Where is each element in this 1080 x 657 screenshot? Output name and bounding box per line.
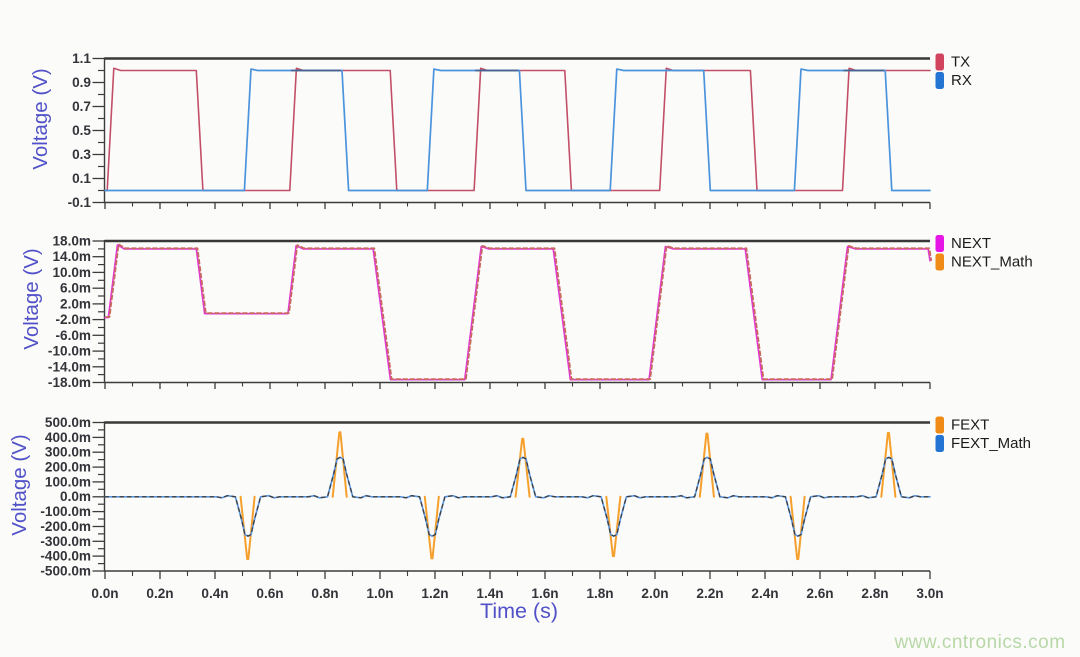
svg-text:0.2n: 0.2n	[146, 586, 173, 601]
svg-text:-14.0m: -14.0m	[48, 359, 91, 374]
svg-text:0.5: 0.5	[72, 123, 91, 138]
svg-text:-100.0m: -100.0m	[40, 504, 91, 519]
svg-text:0.3: 0.3	[72, 147, 91, 162]
svg-text:-18.0m: -18.0m	[48, 375, 91, 390]
svg-text:-400.0m: -400.0m	[40, 549, 91, 564]
svg-text:-6.0m: -6.0m	[55, 328, 91, 343]
svg-text:Voltage (V): Voltage (V)	[8, 434, 31, 535]
svg-text:0.7: 0.7	[72, 99, 91, 114]
svg-text:400.0m: 400.0m	[45, 430, 91, 445]
svg-text:FEXT_Math: FEXT_Math	[951, 435, 1031, 452]
svg-text:2.6n: 2.6n	[806, 586, 833, 601]
svg-text:-0.1: -0.1	[68, 195, 92, 210]
svg-text:0.1: 0.1	[72, 171, 91, 186]
svg-text:2.0n: 2.0n	[641, 586, 668, 601]
svg-text:2.4n: 2.4n	[751, 586, 778, 601]
svg-text:1.4n: 1.4n	[476, 586, 503, 601]
svg-text:0.6n: 0.6n	[256, 586, 283, 601]
svg-text:0.9: 0.9	[72, 75, 91, 90]
svg-text:1.0n: 1.0n	[366, 586, 393, 601]
svg-text:1.1: 1.1	[72, 51, 91, 66]
svg-text:1.8n: 1.8n	[586, 586, 613, 601]
svg-text:200.0m: 200.0m	[45, 460, 91, 475]
svg-text:-2.0m: -2.0m	[55, 312, 91, 327]
svg-text:14.0m: 14.0m	[52, 249, 91, 264]
svg-text:1.2n: 1.2n	[421, 586, 448, 601]
svg-text:2.0m: 2.0m	[60, 296, 91, 311]
svg-text:Voltage (V): Voltage (V)	[20, 248, 43, 349]
svg-text:6.0m: 6.0m	[60, 281, 91, 296]
svg-text:0.0n: 0.0n	[91, 586, 118, 601]
svg-text:1.6n: 1.6n	[531, 586, 558, 601]
svg-text:Voltage (V): Voltage (V)	[29, 68, 52, 169]
svg-text:www.cntronics.com: www.cntronics.com	[893, 632, 1065, 653]
svg-text:-300.0m: -300.0m	[40, 534, 91, 549]
svg-text:0.4n: 0.4n	[201, 586, 228, 601]
svg-text:2.8n: 2.8n	[861, 586, 888, 601]
svg-text:0.8n: 0.8n	[311, 586, 338, 601]
svg-text:300.0m: 300.0m	[45, 445, 91, 460]
svg-text:18.0m: 18.0m	[52, 234, 91, 249]
svg-text:FEXT: FEXT	[951, 417, 989, 434]
svg-text:10.0m: 10.0m	[52, 265, 91, 280]
svg-text:NEXT_Math: NEXT_Math	[951, 254, 1033, 271]
svg-text:NEXT: NEXT	[951, 235, 991, 252]
svg-text:TX: TX	[951, 54, 970, 71]
svg-text:-10.0m: -10.0m	[48, 344, 91, 359]
svg-text:2.2n: 2.2n	[696, 586, 723, 601]
svg-text:-500.0m: -500.0m	[40, 564, 91, 579]
svg-text:-200.0m: -200.0m	[40, 519, 91, 534]
svg-text:3.0n: 3.0n	[916, 586, 943, 601]
svg-text:0.0m: 0.0m	[60, 489, 91, 504]
svg-text:RX: RX	[951, 72, 972, 89]
svg-text:100.0m: 100.0m	[45, 474, 91, 489]
svg-text:500.0m: 500.0m	[45, 415, 91, 430]
svg-text:Time (s): Time (s)	[480, 599, 558, 623]
